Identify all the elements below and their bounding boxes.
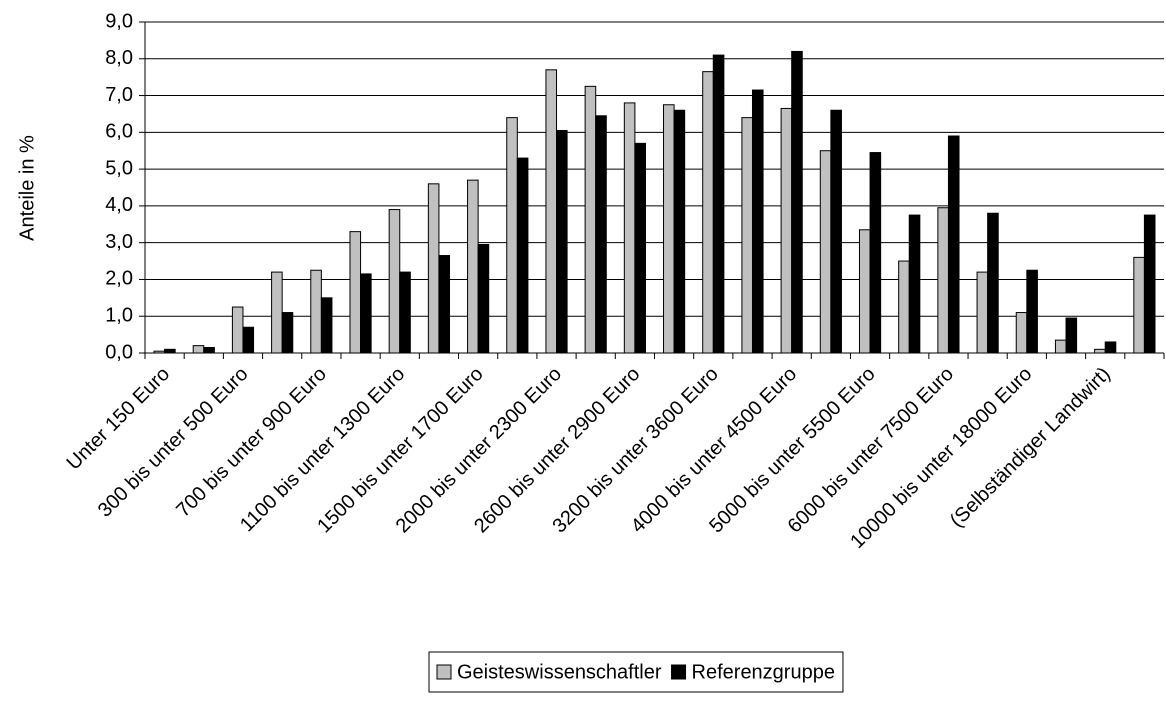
- y-tick-label: 0,0: [105, 341, 133, 363]
- bar: [819, 150, 832, 354]
- legend-box: [428, 651, 844, 693]
- y-axis-title: Anteile in %: [16, 135, 38, 241]
- x-tick-label: 5000 bis unter 5500 Euro: [705, 363, 879, 537]
- bar: [791, 50, 803, 354]
- bar: [898, 260, 910, 354]
- bar: [1143, 214, 1156, 354]
- bar: [712, 54, 725, 354]
- legend: Geisteswissenschaftler Referenzgruppe: [428, 651, 844, 693]
- bar: [506, 117, 518, 354]
- bar: [203, 346, 215, 354]
- legend-label: Referenzgruppe: [692, 661, 835, 683]
- x-tick-label: 700 bis unter 900 Euro: [172, 363, 331, 522]
- x-tick-label: 3200 bis unter 3600 Euro: [548, 363, 722, 537]
- bar: [947, 135, 960, 354]
- bar: [937, 207, 949, 354]
- bar: [477, 244, 490, 354]
- y-tick-label: 9,0: [105, 10, 133, 32]
- bar: [663, 104, 675, 354]
- bar: [741, 117, 753, 354]
- bar: [702, 71, 714, 354]
- legend-swatch: [671, 664, 687, 680]
- y-tick-label: 4,0: [105, 194, 133, 216]
- y-tick-label: 6,0: [105, 121, 133, 143]
- x-tick-label: 6000 bis unter 7500 Euro: [784, 363, 958, 537]
- bar: [192, 345, 205, 354]
- bar: [399, 271, 411, 354]
- bar: [1104, 341, 1117, 354]
- bar: [869, 152, 882, 354]
- bar: [623, 102, 636, 354]
- y-tick-label: 5,0: [105, 157, 133, 179]
- bar: [751, 89, 764, 354]
- bar: [153, 350, 166, 354]
- bar: [281, 312, 294, 354]
- bar: [987, 212, 999, 354]
- bar: [780, 107, 793, 354]
- bar: [1065, 317, 1078, 354]
- bar: [427, 183, 440, 354]
- legend-label: Geisteswissenschaftler: [457, 661, 662, 683]
- y-tick-label: 8,0: [105, 47, 133, 69]
- bar: [516, 157, 529, 354]
- x-tick-label: 1100 bis unter 1300 Euro: [236, 363, 409, 536]
- bar: [858, 229, 871, 354]
- bar: [1094, 348, 1106, 354]
- bar: [360, 273, 372, 354]
- y-tick-label: 7,0: [105, 84, 133, 106]
- y-tick-label: 3,0: [105, 231, 133, 253]
- bar: [388, 209, 401, 354]
- x-tick-label: 4000 bis unter 4500 Euro: [627, 363, 801, 537]
- bar: [908, 214, 921, 354]
- bar: [438, 255, 451, 354]
- bar: [545, 69, 558, 354]
- bar: [556, 129, 568, 354]
- bar: [830, 109, 842, 354]
- x-tick-label: 1500 bis unter 1700 Euro: [313, 363, 487, 537]
- bar: [1054, 339, 1067, 354]
- bar: [467, 179, 479, 354]
- bar: [1133, 256, 1145, 354]
- x-tick-label: 300 bis unter 500 Euro: [94, 363, 253, 522]
- bar: [1026, 269, 1038, 354]
- x-tick-label: (Selbständiger Landwirt): [946, 363, 1115, 532]
- bar: [320, 297, 333, 354]
- bar: [349, 231, 362, 354]
- bar: [584, 85, 597, 354]
- bar: [976, 271, 989, 354]
- bar: [634, 142, 646, 354]
- bar: [242, 326, 255, 354]
- bar: [595, 115, 607, 354]
- bar: [1015, 312, 1028, 354]
- x-tick-label: 2600 bis unter 2900 Euro: [470, 363, 644, 537]
- y-tick-label: 1,0: [105, 305, 133, 327]
- legend-swatch: [436, 664, 452, 680]
- bar: [231, 306, 244, 354]
- bar: [673, 109, 686, 354]
- bar: [271, 271, 283, 354]
- y-tick-label: 2,0: [105, 268, 133, 290]
- bar: [164, 348, 176, 354]
- bar: [310, 269, 322, 354]
- x-tick-label: 2000 bis unter 2300 Euro: [392, 363, 566, 537]
